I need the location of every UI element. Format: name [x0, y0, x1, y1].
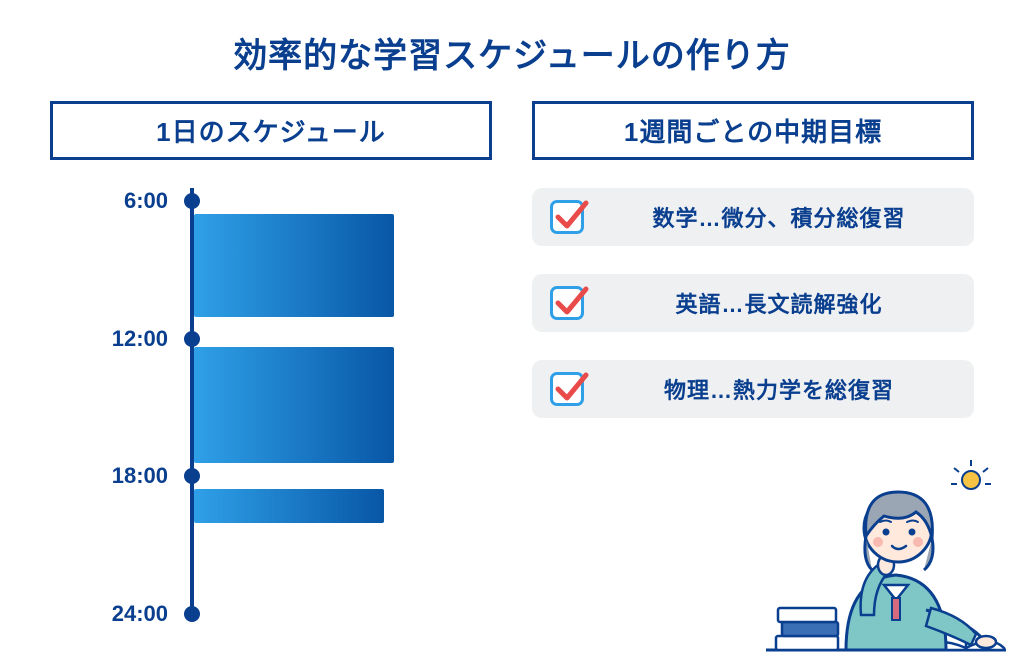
goal-item: 数学…微分、積分総復習: [532, 188, 974, 246]
timeline-tick: 12:00: [110, 326, 180, 352]
tick-label: 24:00: [110, 601, 180, 627]
timeline-bar: [194, 214, 394, 317]
left-heading: 1日のスケジュール: [50, 101, 492, 160]
tick-dot: [184, 331, 200, 347]
tick-label: 18:00: [110, 463, 180, 489]
checkbox-icon: [550, 200, 584, 234]
goal-item: 英語…長文読解強化: [532, 274, 974, 332]
tick-dot: [184, 468, 200, 484]
goal-list: 数学…微分、積分総復習英語…長文読解強化物理…熱力学を総復習: [532, 188, 974, 418]
goal-text: 英語…長文読解強化: [602, 287, 956, 319]
goal-text: 数学…微分、積分総復習: [602, 201, 956, 233]
checkbox-icon: [550, 286, 584, 320]
timeline-tick: 18:00: [110, 463, 180, 489]
student-illustration: [766, 450, 1006, 660]
timeline-tick: 24:00: [110, 601, 180, 627]
left-column: 1日のスケジュール 6:0012:0018:0024:00: [50, 101, 492, 618]
timeline-bar: [194, 347, 394, 463]
page-title: 効率的な学習スケジュールの作り方: [0, 0, 1024, 77]
checkbox-icon: [550, 372, 584, 406]
timeline-tick: 6:00: [110, 188, 180, 214]
goal-item: 物理…熱力学を総復習: [532, 360, 974, 418]
tick-dot: [184, 606, 200, 622]
timeline-bar: [194, 489, 384, 523]
right-heading: 1週間ごとの中期目標: [532, 101, 974, 160]
daily-timeline: 6:0012:0018:0024:00: [110, 188, 492, 618]
tick-label: 6:00: [110, 188, 180, 214]
tick-label: 12:00: [110, 326, 180, 352]
tick-dot: [184, 193, 200, 209]
goal-text: 物理…熱力学を総復習: [602, 373, 956, 405]
